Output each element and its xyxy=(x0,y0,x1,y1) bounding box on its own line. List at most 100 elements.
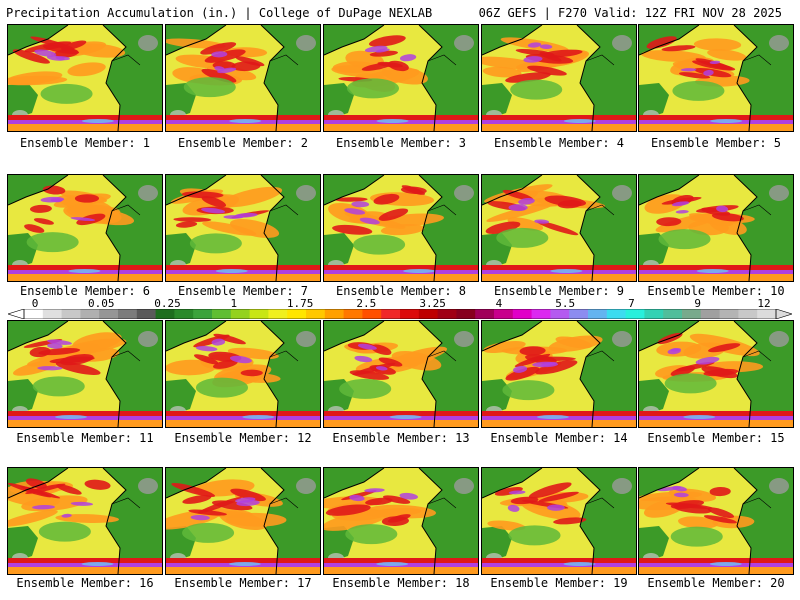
colorbar-tick-label: 1.75 xyxy=(286,297,314,310)
colorbar-swatch xyxy=(512,309,532,319)
colorbar-swatch xyxy=(362,309,382,319)
member-caption: Ensemble Member: 13 xyxy=(332,431,470,445)
member-map[interactable] xyxy=(323,320,479,428)
member-caption: Ensemble Member: 14 xyxy=(490,431,628,445)
precip-field xyxy=(166,25,320,131)
colorbar-swatch xyxy=(80,309,100,319)
colorbar-swatch xyxy=(343,309,363,319)
member-caption: Ensemble Member: 12 xyxy=(174,431,312,445)
colorbar-tick-label: 5.5 xyxy=(555,297,576,310)
colorbar-swatch xyxy=(663,309,683,319)
member-map[interactable] xyxy=(638,24,794,132)
colorbar-swatch xyxy=(531,309,551,319)
precip-field xyxy=(324,175,478,281)
colorbar-swatch xyxy=(719,309,739,319)
title-left: Precipitation Accumulation (in.) | Colle… xyxy=(6,6,433,20)
member-caption: Ensemble Member: 2 xyxy=(177,136,309,150)
colorbar-swatch xyxy=(550,309,570,319)
member-map[interactable] xyxy=(323,174,479,282)
member-caption: Ensemble Member: 10 xyxy=(647,284,785,298)
member-map[interactable] xyxy=(165,320,321,428)
colorbar-swatch xyxy=(437,309,457,319)
colorbar-swatch xyxy=(606,309,626,319)
member-caption: Ensemble Member: 7 xyxy=(177,284,309,298)
colorbar-swatch xyxy=(193,309,213,319)
precip-field xyxy=(166,468,320,574)
precip-field xyxy=(324,25,478,131)
colorbar-swatch xyxy=(700,309,720,319)
colorbar-swatch xyxy=(475,309,495,319)
colorbar xyxy=(8,309,792,319)
colorbar-tick-label: 0.25 xyxy=(154,297,181,310)
precip-field xyxy=(8,468,162,574)
colorbar-swatch xyxy=(61,309,81,319)
member-caption: Ensemble Member: 16 xyxy=(16,576,154,590)
colorbar-tick-label: 4 xyxy=(495,297,503,310)
member-caption: Ensemble Member: 11 xyxy=(16,431,154,445)
precip-field xyxy=(639,175,793,281)
colorbar-swatch xyxy=(99,309,119,319)
colorbar-swatch xyxy=(588,309,608,319)
member-caption: Ensemble Member: 18 xyxy=(332,576,470,590)
member-map[interactable] xyxy=(7,467,163,575)
colorbar-swatch xyxy=(118,309,138,319)
colorbar-swatch xyxy=(757,309,777,319)
precip-field xyxy=(639,25,793,131)
member-map[interactable] xyxy=(165,467,321,575)
title-right: 06Z GEFS | F270 Valid: 12Z FRI NOV 28 20… xyxy=(478,6,782,20)
colorbar-tick-label: 2.5 xyxy=(356,297,377,310)
member-map[interactable] xyxy=(7,320,163,428)
member-map[interactable] xyxy=(481,24,637,132)
colorbar-min-arrow xyxy=(8,309,25,319)
colorbar-tick-label: 12 xyxy=(757,297,771,310)
precip-field xyxy=(8,175,162,281)
member-map[interactable] xyxy=(323,467,479,575)
member-map[interactable] xyxy=(638,320,794,428)
colorbar-tick-label: 9 xyxy=(694,297,702,310)
colorbar-swatch xyxy=(306,309,326,319)
member-caption: Ensemble Member: 6 xyxy=(19,284,151,298)
precip-field xyxy=(482,468,636,574)
colorbar-swatch xyxy=(42,309,62,319)
member-caption: Ensemble Member: 4 xyxy=(493,136,625,150)
precip-field xyxy=(482,175,636,281)
colorbar-swatch xyxy=(400,309,420,319)
member-caption: Ensemble Member: 8 xyxy=(335,284,467,298)
precip-field xyxy=(324,468,478,574)
member-map[interactable] xyxy=(481,467,637,575)
member-map[interactable] xyxy=(165,24,321,132)
member-map[interactable] xyxy=(323,24,479,132)
precip-field xyxy=(639,468,793,574)
colorbar-max-arrow xyxy=(775,309,792,319)
member-caption: Ensemble Member: 15 xyxy=(647,431,785,445)
member-map[interactable] xyxy=(7,24,163,132)
colorbar-swatch xyxy=(494,309,514,319)
precip-field xyxy=(639,321,793,427)
member-map[interactable] xyxy=(638,467,794,575)
member-caption: Ensemble Member: 1 xyxy=(19,136,151,150)
member-map[interactable] xyxy=(481,174,637,282)
member-caption: Ensemble Member: 5 xyxy=(650,136,782,150)
colorbar-swatch xyxy=(644,309,664,319)
colorbar-tick-label: 7 xyxy=(628,297,635,310)
member-map[interactable] xyxy=(165,174,321,282)
colorbar-labels: 0 0.05 0.25 1 1.75 2.5 3.25 4 5.5 7 9 12 xyxy=(0,298,800,310)
colorbar-swatch xyxy=(24,309,44,319)
colorbar-swatch xyxy=(381,309,401,319)
member-map[interactable] xyxy=(481,320,637,428)
colorbar-swatch xyxy=(230,309,250,319)
precip-field xyxy=(324,321,478,427)
colorbar-tick-label: 0.05 xyxy=(88,297,115,310)
member-caption: Ensemble Member: 17 xyxy=(174,576,312,590)
colorbar-swatch xyxy=(418,309,438,319)
colorbar-swatch xyxy=(569,309,589,319)
colorbar-swatch xyxy=(268,309,288,319)
member-map[interactable] xyxy=(638,174,794,282)
colorbar-swatch xyxy=(287,309,307,319)
member-caption: Ensemble Member: 3 xyxy=(335,136,467,150)
colorbar-swatch xyxy=(155,309,175,319)
colorbar-swatch xyxy=(136,309,156,319)
member-map[interactable] xyxy=(7,174,163,282)
colorbar-outline xyxy=(23,309,777,319)
colorbar-swatch xyxy=(682,309,702,319)
